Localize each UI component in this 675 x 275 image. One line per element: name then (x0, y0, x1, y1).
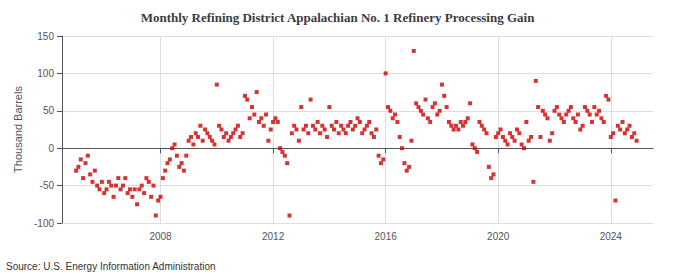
svg-text:Thousand Barrels: Thousand Barrels (12, 86, 24, 173)
svg-text:2024: 2024 (600, 231, 623, 242)
svg-text:2008: 2008 (149, 231, 172, 242)
svg-text:2016: 2016 (375, 231, 398, 242)
svg-text:Source: U.S. Energy Informatio: Source: U.S. Energy Information Administ… (6, 261, 216, 272)
svg-text:100: 100 (37, 68, 54, 79)
svg-text:50: 50 (43, 105, 55, 116)
svg-text:-100: -100 (34, 218, 54, 229)
svg-text:-50: -50 (40, 180, 55, 191)
svg-text:0: 0 (48, 143, 54, 154)
svg-text:Monthly Refining District Appa: Monthly Refining District Appalachian No… (141, 10, 536, 25)
svg-text:2012: 2012 (262, 231, 285, 242)
svg-text:2020: 2020 (487, 231, 510, 242)
svg-text:150: 150 (37, 31, 54, 42)
